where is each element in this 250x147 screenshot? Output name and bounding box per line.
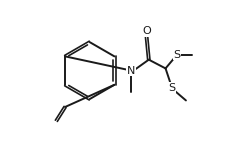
Text: S: S [168, 83, 175, 93]
Text: S: S [173, 50, 180, 60]
Text: N: N [127, 66, 135, 76]
Text: O: O [142, 26, 150, 36]
